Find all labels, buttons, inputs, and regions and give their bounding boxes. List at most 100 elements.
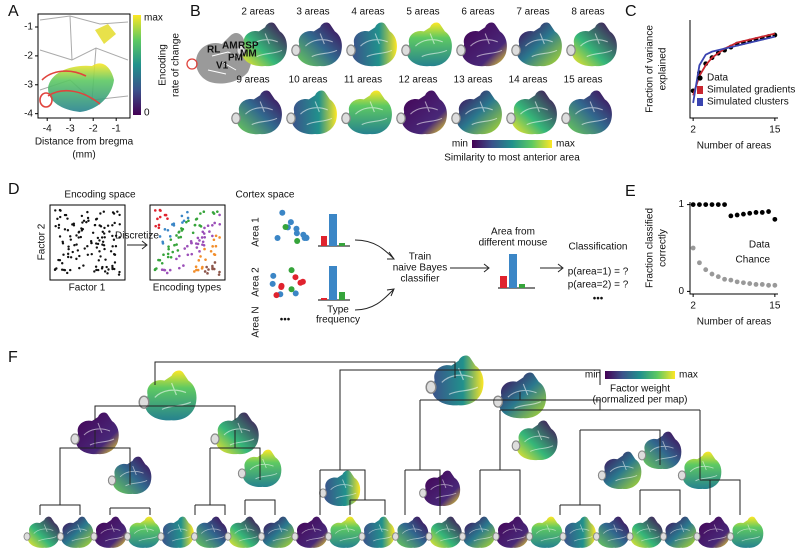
dot (211, 234, 214, 238)
dot (270, 272, 277, 279)
brain-map (236, 22, 287, 67)
step-label: Area from (491, 227, 535, 238)
brain-map (559, 516, 596, 548)
legend-label: Data (749, 240, 771, 251)
dot (101, 230, 104, 233)
panel-label: A (8, 3, 19, 20)
ellipsis: ••• (280, 315, 291, 326)
dot (294, 237, 301, 244)
dot (111, 234, 114, 238)
dot (274, 234, 281, 241)
brain-outline (602, 524, 626, 542)
brain-bulb (325, 532, 332, 541)
brain-shape (396, 516, 429, 548)
dot (288, 286, 295, 293)
brain-outline (520, 101, 553, 126)
brain-bulb (425, 532, 433, 541)
dot (197, 259, 201, 262)
brain-bulb (559, 532, 567, 541)
dot (99, 212, 102, 215)
brain-map (231, 90, 282, 135)
x-axis-label: Number of areas (697, 317, 771, 328)
dot (102, 210, 106, 213)
map-title: 10 areas (289, 75, 328, 86)
dot (62, 253, 65, 256)
dot (103, 226, 106, 230)
y-tick-label: 0 (678, 286, 684, 297)
data-point (772, 282, 778, 288)
dot (171, 250, 175, 254)
dot (113, 261, 117, 264)
brain-outline (267, 524, 291, 542)
data-point (697, 260, 702, 266)
brain-bulb (396, 112, 406, 125)
brain-outline (83, 422, 115, 446)
dot (112, 238, 116, 241)
series-line (692, 32, 776, 96)
dot (196, 236, 200, 240)
map-title: 8 areas (571, 7, 604, 18)
axis-label: Factor 1 (69, 283, 106, 294)
brain-shape (597, 516, 630, 548)
brain-bulb (526, 532, 533, 541)
x-tick-label: -1 (112, 124, 121, 135)
dot (59, 215, 62, 219)
dot (54, 209, 57, 212)
colorbar (133, 15, 141, 115)
dot (213, 261, 217, 264)
y-tick-label: -2 (24, 51, 33, 62)
axis-lines (689, 202, 778, 295)
dot (117, 273, 121, 276)
brain-shape (496, 516, 529, 548)
dot (101, 240, 105, 244)
dot (97, 259, 100, 262)
brain-map (258, 516, 295, 548)
brain-bulb (90, 532, 98, 541)
brain-outline (401, 524, 425, 542)
dot (118, 236, 121, 239)
brain-bulb (107, 475, 117, 486)
dot (75, 234, 78, 237)
colorbar-title: Similarity to most anterior area (444, 153, 580, 164)
dot (162, 253, 165, 257)
brain-outline (609, 460, 638, 482)
map-title: 14 areas (509, 75, 548, 86)
dot (269, 280, 276, 287)
brain-outline (334, 524, 358, 542)
dot (98, 250, 101, 253)
dot (103, 236, 106, 239)
brain-map (419, 470, 461, 506)
brain-outline (300, 101, 333, 126)
dot (201, 240, 205, 244)
dot (73, 244, 76, 247)
probability: p(area=2) = ? (568, 280, 629, 291)
brain-shape (630, 516, 663, 548)
brain-map (561, 90, 612, 135)
brain-outline (669, 524, 693, 542)
dot (180, 229, 184, 232)
brain-outline (569, 524, 593, 542)
dot (214, 244, 218, 248)
dot (96, 268, 100, 272)
dot (104, 258, 107, 261)
dot (69, 238, 73, 241)
brain-outline (703, 524, 727, 542)
brain-map (425, 516, 462, 548)
dot (80, 214, 84, 218)
dot (182, 264, 185, 267)
brain-bulb (138, 395, 150, 409)
brain-outline (465, 101, 498, 126)
dot (169, 255, 173, 259)
dot (86, 253, 90, 256)
brain-shape (423, 470, 461, 506)
dot (185, 220, 188, 224)
brain-outline (502, 524, 526, 542)
brain-outline (66, 524, 90, 542)
dot (103, 247, 106, 251)
step-label: naive Bayes (393, 263, 447, 274)
brain-outline (305, 33, 338, 58)
dot (166, 217, 169, 220)
brain-shape (242, 22, 287, 67)
dot (57, 226, 61, 229)
axes-frame (37, 13, 131, 119)
